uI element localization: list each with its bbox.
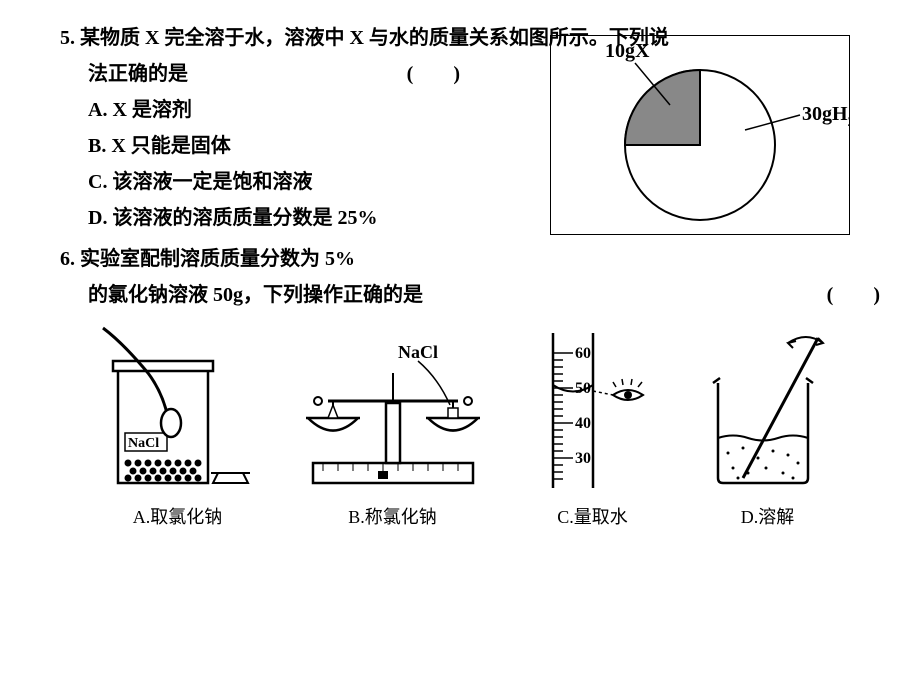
figure-b: NaCl B.称氯化钠 — [288, 323, 498, 533]
figure-a-caption: A.取氯化钠 — [133, 501, 223, 533]
pie-label-x: 10gX — [605, 40, 650, 62]
q6-stem-line2: 的氯化钠溶液 50g，下列操作正确的是 — [88, 284, 423, 306]
figures-row: NaCl A.取氯化钠 — [60, 323, 880, 533]
pie-label-water: 30gH — [802, 103, 848, 125]
svg-text:NaCl: NaCl — [128, 436, 159, 451]
figure-d-caption: D.溶解 — [741, 501, 795, 533]
svg-text:30: 30 — [575, 450, 591, 467]
svg-text:40: 40 — [575, 415, 591, 432]
q5-number: 5. — [60, 27, 75, 49]
q6-number: 6. — [60, 248, 75, 270]
pie-chart: 10gX 30gH2O — [550, 35, 850, 235]
q5-blank: ( ) — [407, 56, 460, 92]
q5-stem-line2: 法正确的是 — [88, 63, 188, 85]
figure-a: NaCl A.取氯化钠 — [93, 323, 263, 533]
svg-text:NaCl: NaCl — [398, 342, 438, 362]
q6-blank: ( ) — [827, 277, 880, 313]
svg-text:30gH2O: 30gH2O — [802, 103, 850, 130]
figure-c-caption: C.量取水 — [557, 501, 628, 533]
q6-stem-line1: 实验室配制溶质质量分数为 5% — [80, 248, 355, 270]
question-6: 6. 实验室配制溶质质量分数为 5% 的氯化钠溶液 50g，下列操作正确的是 (… — [60, 241, 880, 313]
figure-b-caption: B.称氯化钠 — [348, 501, 437, 533]
svg-text:60: 60 — [575, 345, 591, 362]
figure-c: 60 50 40 30 C.量取水 — [523, 323, 663, 533]
figure-d: D.溶解 — [688, 323, 848, 533]
